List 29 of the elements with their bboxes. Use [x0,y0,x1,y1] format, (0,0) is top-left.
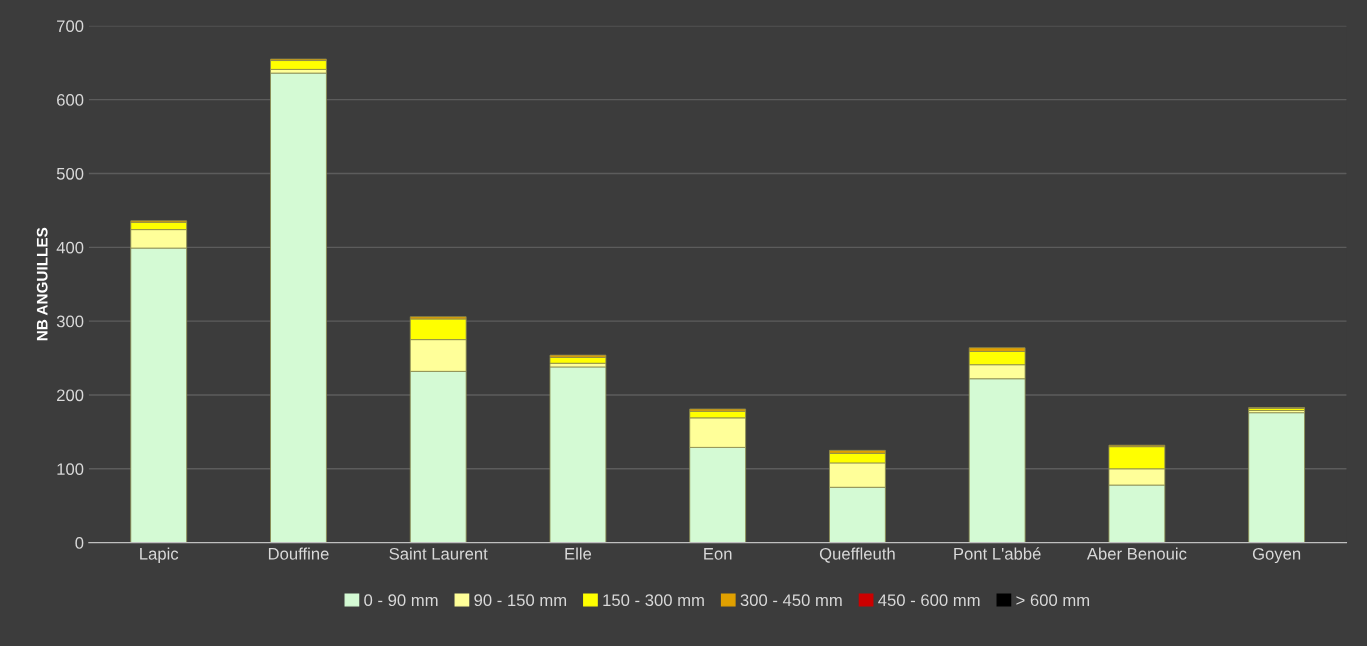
legend-label: > 600 mm [1016,594,1090,607]
y-tick-label: 500 [56,167,84,180]
y-axis-title: NB ANGUILLES [36,227,48,341]
y-tick-label: 0 [75,537,84,549]
y-tick-label: 100 [57,463,84,476]
bar [1248,412,1305,543]
y-tick-label: 300 [56,315,84,328]
x-tick-label: Eon [704,548,732,560]
legend-label: 0 - 90 mm [364,594,438,607]
legend-label: 90 - 150 mm [474,594,567,607]
legend-label: 300 - 450 mm [740,594,842,607]
x-tick-label: Saint Laurent [389,547,488,560]
y-tick-label: 400 [56,241,84,254]
x-tick-label: Douffine [268,547,329,560]
bar [270,72,327,543]
bar [549,356,607,364]
legend-label: 450 - 600 mm [878,594,980,607]
x-tick-label: Lapic [140,547,179,564]
x-tick-label: Queffleuth [819,547,895,563]
y-tick-label: 700 [57,20,84,33]
legend-label: 150 - 300 mm [603,594,704,607]
bar [270,60,327,70]
y-tick-label: 200 [57,389,84,402]
y-tick-label: 600 [57,94,84,106]
bar [549,366,607,543]
x-tick-label: Pont L'abbé [954,547,1041,560]
x-tick-label: Elle [565,547,592,560]
x-tick-label: Goyen [1252,547,1301,564]
x-tick-label: Aber Benouic [1086,547,1187,560]
